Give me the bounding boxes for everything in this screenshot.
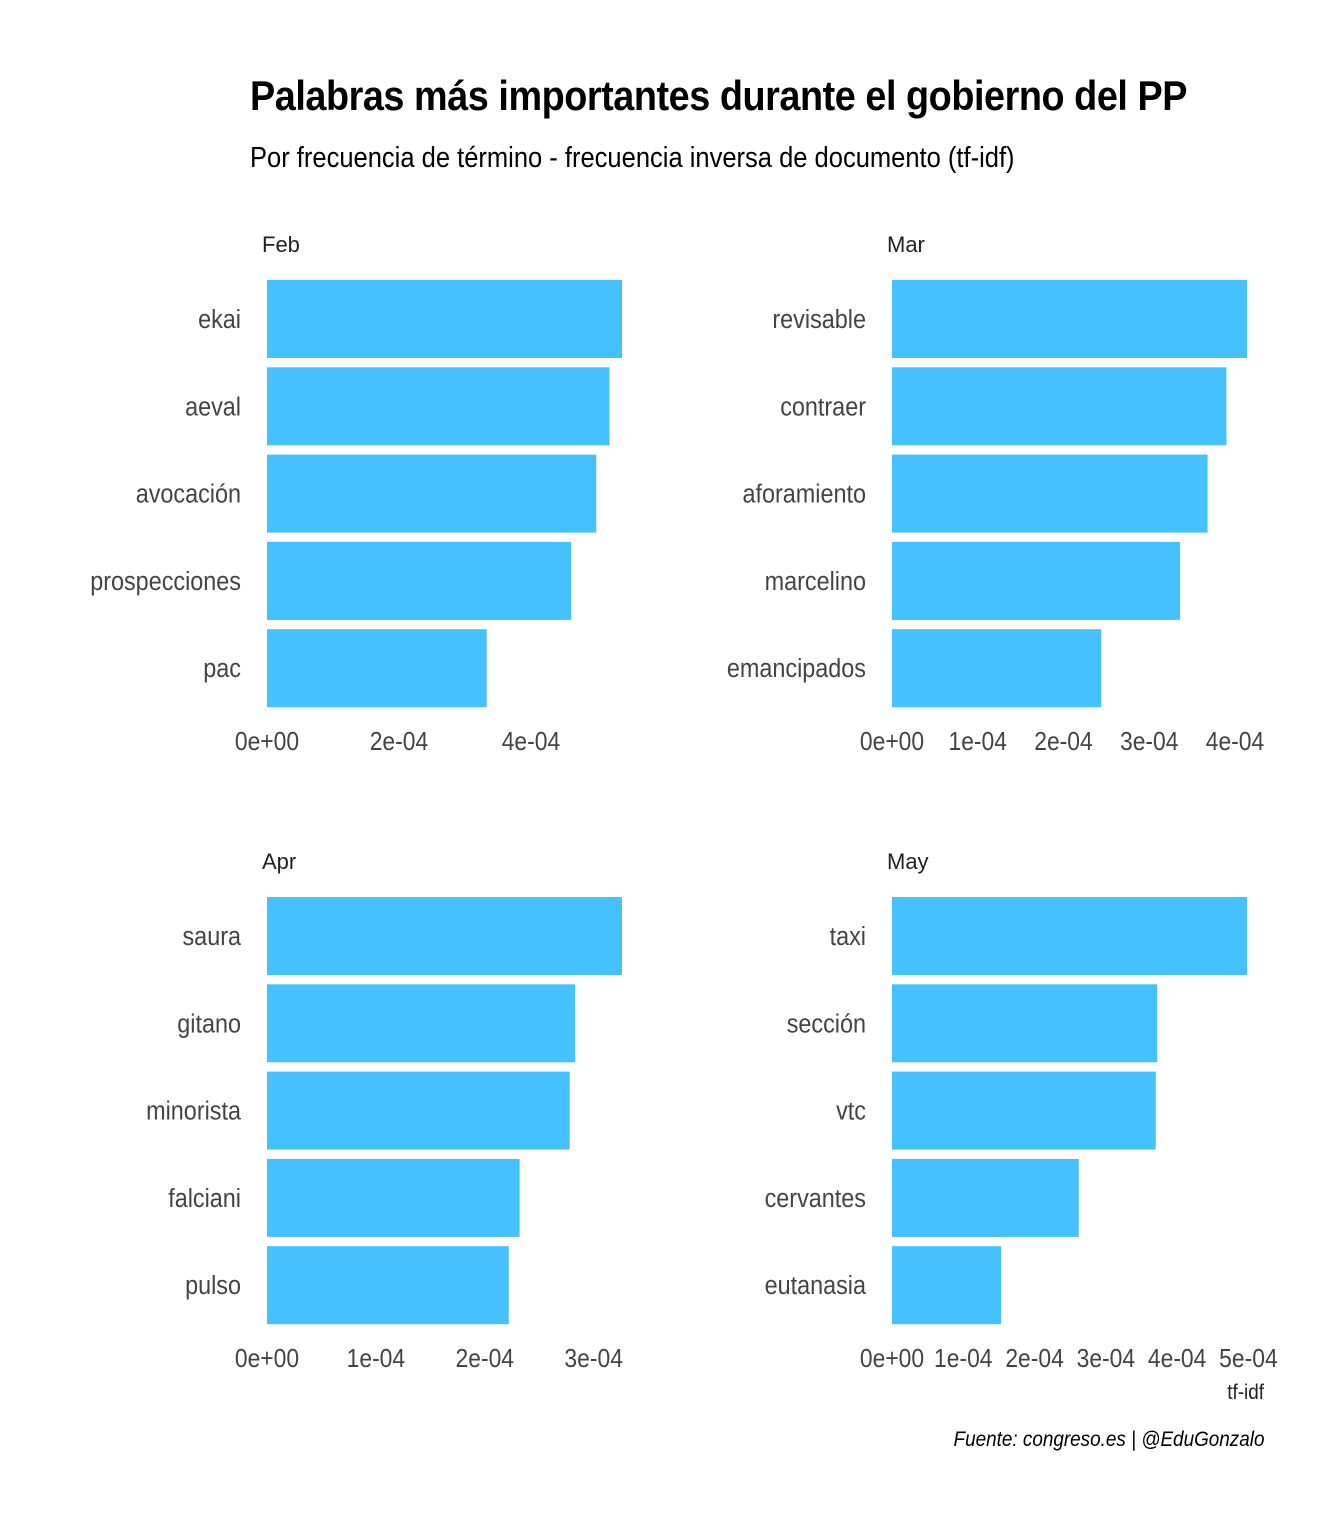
chart-subtitle: Por frecuencia de término - frecuencia i… <box>250 142 1015 174</box>
bar-mar-3 <box>892 541 1181 620</box>
category-label: falciani <box>168 1185 241 1213</box>
x-tick-label: 4e-04 <box>502 728 560 757</box>
category-label: contraer <box>780 393 866 421</box>
category-label: pulso <box>185 1272 241 1300</box>
category-label: eutanasia <box>765 1272 867 1300</box>
category-label: marcelino <box>765 568 866 596</box>
bar-apr-0 <box>267 897 622 975</box>
chart-title: Palabras más importantes durante el gobi… <box>250 72 1188 119</box>
x-tick-label: 2e-04 <box>370 728 428 757</box>
category-label: prospecciones <box>90 568 241 596</box>
x-tick-label: 1e-04 <box>934 1345 992 1374</box>
category-label: vtc <box>836 1098 866 1126</box>
bar-may-3 <box>892 1158 1079 1237</box>
bar-feb-0 <box>267 280 622 358</box>
bar-apr-2 <box>267 1071 570 1150</box>
x-tick-label: 5e-04 <box>1219 1345 1277 1374</box>
category-label: aeval <box>185 393 241 421</box>
category-label: saura <box>182 923 241 951</box>
bar-feb-4 <box>267 629 487 708</box>
bar-may-2 <box>892 1071 1156 1150</box>
category-label: cervantes <box>765 1185 866 1213</box>
bar-may-4 <box>892 1246 1002 1325</box>
x-tick-label: 3e-04 <box>1077 1345 1135 1374</box>
bar-apr-1 <box>267 984 576 1063</box>
x-tick-label: 3e-04 <box>564 1345 622 1374</box>
bar-mar-1 <box>892 367 1227 446</box>
x-tick-label: 3e-04 <box>1120 728 1178 757</box>
category-label: minorista <box>146 1098 241 1126</box>
category-label: revisable <box>772 306 866 334</box>
category-label: emancipados <box>727 655 866 683</box>
facet-label-mar: Mar <box>887 232 925 257</box>
bar-mar-0 <box>892 280 1247 358</box>
facet-label-apr: Apr <box>262 849 296 874</box>
category-label: sección <box>787 1010 866 1038</box>
category-label: gitano <box>177 1010 241 1038</box>
bar-mar-2 <box>892 454 1208 533</box>
x-tick-label: 1e-04 <box>347 1345 405 1374</box>
x-axis-title: tf-idf <box>1227 1381 1264 1404</box>
bar-apr-3 <box>267 1158 520 1237</box>
chart-caption: Fuente: congreso.es | @EduGonzalo <box>953 1428 1264 1451</box>
x-tick-label: 1e-04 <box>949 728 1007 757</box>
category-label: aforamiento <box>742 481 866 509</box>
bar-feb-2 <box>267 454 597 533</box>
bar-mar-4 <box>892 629 1102 708</box>
x-tick-label: 0e+00 <box>860 1345 924 1374</box>
x-tick-label: 0e+00 <box>235 728 299 757</box>
x-tick-label: 2e-04 <box>1034 728 1092 757</box>
x-tick-label: 2e-04 <box>456 1345 514 1374</box>
facet-label-feb: Feb <box>262 232 300 257</box>
bar-may-0 <box>892 897 1247 975</box>
category-label: taxi <box>830 923 866 951</box>
bar-may-1 <box>892 984 1158 1063</box>
bar-apr-4 <box>267 1246 509 1325</box>
x-tick-label: 4e-04 <box>1148 1345 1206 1374</box>
category-label: ekai <box>198 306 241 334</box>
facet-label-may: May <box>887 849 929 874</box>
x-tick-label: 2e-04 <box>1005 1345 1063 1374</box>
category-label: pac <box>203 655 241 683</box>
bar-feb-1 <box>267 367 610 446</box>
x-tick-label: 4e-04 <box>1206 728 1264 757</box>
x-tick-label: 0e+00 <box>860 728 924 757</box>
category-label: avocación <box>136 481 241 509</box>
bar-feb-3 <box>267 541 572 620</box>
x-tick-label: 0e+00 <box>235 1345 299 1374</box>
